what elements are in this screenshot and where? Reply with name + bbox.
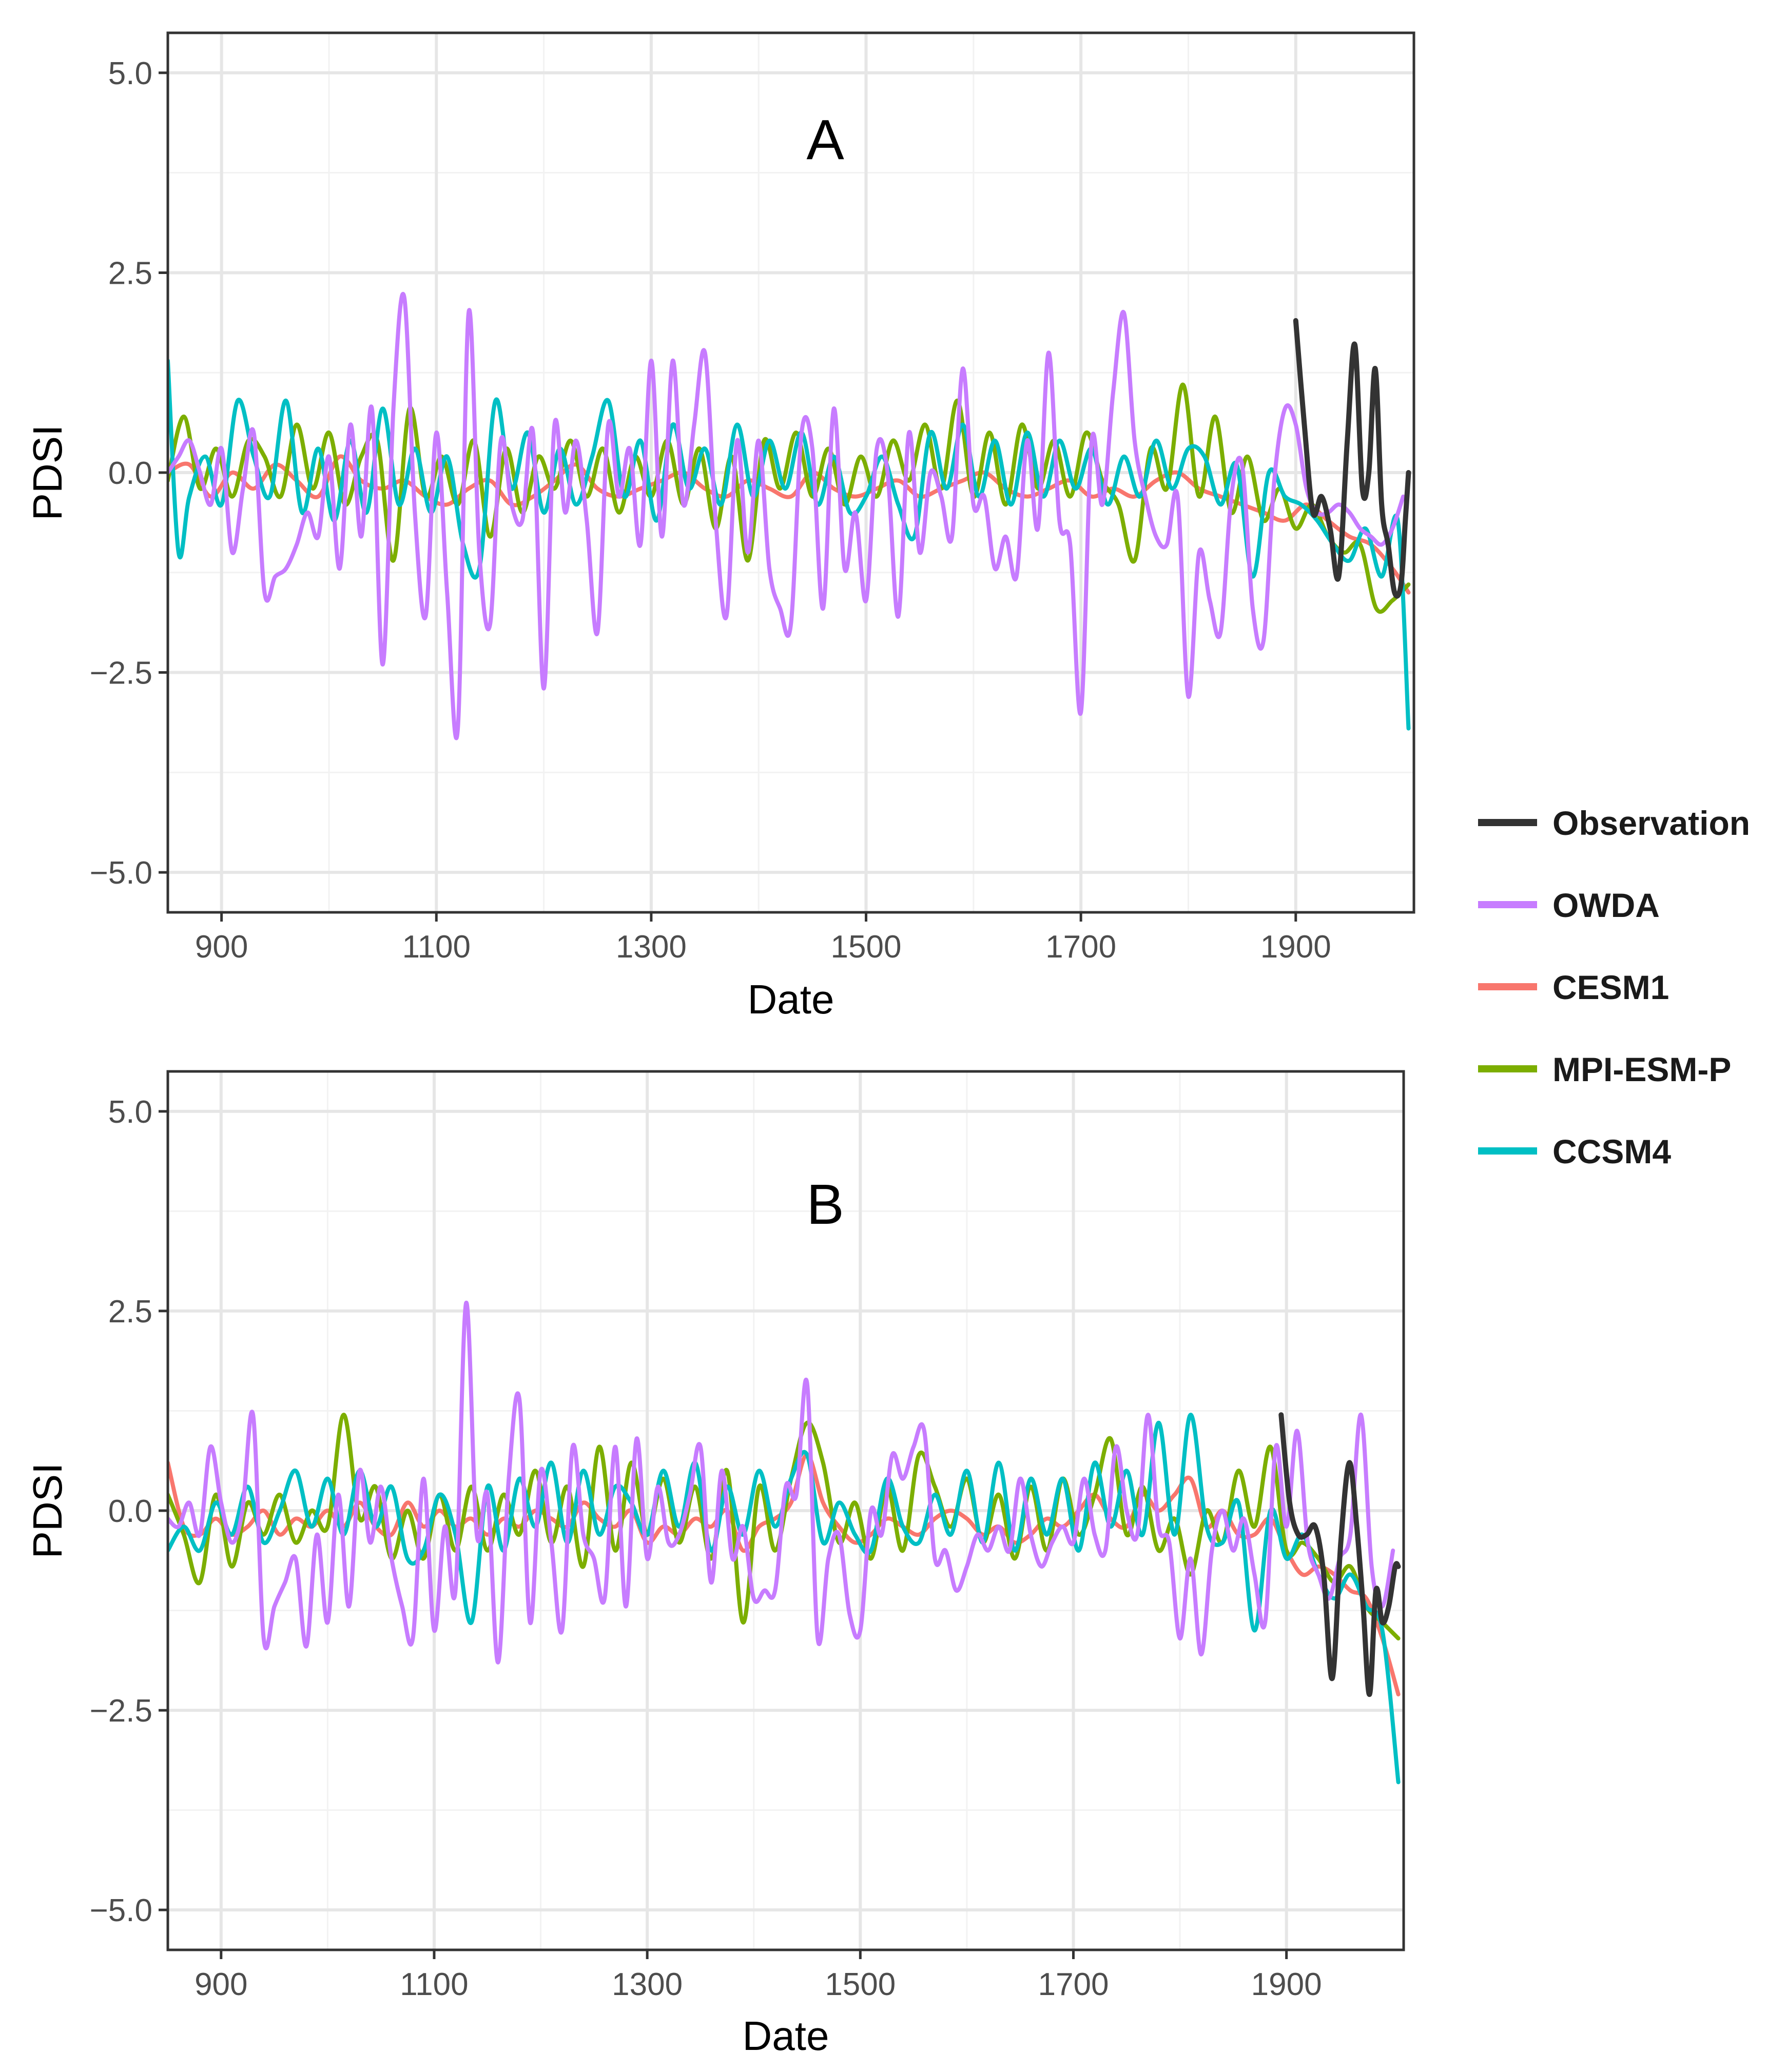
legend-label: CESM1: [1552, 968, 1669, 1006]
series-line-ccsm4: [168, 1413, 1401, 1785]
legend-label: MPI-ESM-P: [1552, 1050, 1731, 1088]
y-tick-label: −5.0: [90, 855, 152, 891]
y-tick-label: 5.0: [108, 1094, 152, 1130]
x-tick-label: 1900: [1260, 929, 1331, 965]
x-tick-label: 1900: [1251, 1967, 1322, 2002]
legend-label: OWDA: [1552, 886, 1660, 924]
series-line-observation: [1278, 1412, 1401, 1697]
panel-b: 900 1100 1300 1500 1700 1900 5.0 2.5 0.0 −2.5 −5.0…: [25, 1070, 1405, 2059]
y-tick-label: −2.5: [90, 656, 152, 691]
x-tick-label: 1700: [1038, 1967, 1109, 2002]
x-axis-title: Date: [748, 976, 834, 1022]
x-tick-label: 1500: [831, 929, 902, 965]
y-axis-title: PDSI: [25, 425, 70, 521]
y-tick-label: 0.0: [108, 456, 152, 491]
series-line-mpi-esm-p: [168, 382, 1411, 614]
series-line-cesm1: [168, 454, 1411, 595]
x-tick-label: 900: [195, 1967, 247, 2002]
y-tick-label: −5.0: [90, 1893, 152, 1928]
legend: Observation OWDA CESM1 MPI-ESM-P CCSM4: [1478, 804, 1750, 1170]
series-line-owda: [168, 1301, 1395, 1665]
panel-title: A: [806, 108, 844, 171]
x-tick-label: 1100: [400, 1967, 468, 2002]
y-tick-label: 0.0: [108, 1494, 152, 1529]
legend-label: Observation: [1552, 804, 1750, 842]
x-tick-label: 1700: [1045, 929, 1116, 965]
series-line-owda: [168, 291, 1406, 740]
x-tick-label: 1500: [825, 1967, 896, 2002]
series-lines: [168, 1301, 1401, 1785]
x-tick-label: 1300: [612, 1967, 683, 2002]
x-tick-label: 1300: [616, 929, 687, 965]
series-line-observation: [1293, 318, 1411, 599]
y-tick-label: 5.0: [108, 56, 152, 91]
y-axis-title: PDSI: [25, 1463, 70, 1559]
y-tick-label: 2.5: [108, 256, 152, 291]
x-tick-label: 1100: [402, 929, 471, 965]
panel-a: 900 1100 1300 1500 1700 1900 5.0 2.5 0.0 −2.5 −5.0…: [25, 31, 1415, 1022]
x-tick-label: 900: [195, 929, 248, 965]
x-axis-title: Date: [743, 2013, 829, 2059]
legend-label: CCSM4: [1552, 1132, 1671, 1170]
y-tick-label: 2.5: [108, 1294, 152, 1330]
panel-title: B: [806, 1173, 844, 1236]
series-lines: [168, 291, 1411, 740]
y-tick-label: −2.5: [90, 1693, 152, 1729]
